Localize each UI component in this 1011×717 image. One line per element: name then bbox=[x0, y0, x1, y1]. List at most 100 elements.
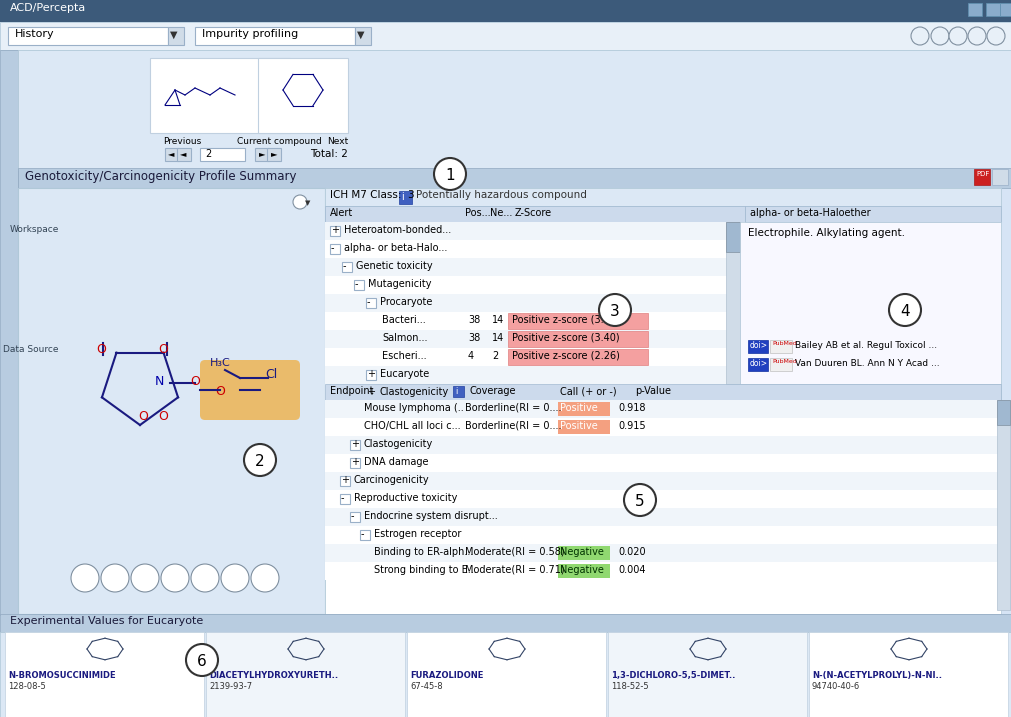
Text: 1,3-DICHLORO-5,5-DIMET..: 1,3-DICHLORO-5,5-DIMET.. bbox=[611, 671, 735, 680]
Bar bbox=[0, 632, 1011, 717]
Text: ICH M7 Class:  3: ICH M7 Class: 3 bbox=[330, 190, 415, 200]
Text: 2139-93-7: 2139-93-7 bbox=[209, 682, 252, 691]
Bar bbox=[325, 276, 745, 294]
Bar bbox=[366, 298, 376, 308]
Bar bbox=[608, 632, 807, 717]
Bar bbox=[350, 512, 360, 522]
Text: 0.004: 0.004 bbox=[618, 565, 645, 575]
Text: Estrogen receptor: Estrogen receptor bbox=[374, 529, 461, 539]
Bar bbox=[355, 27, 371, 45]
FancyBboxPatch shape bbox=[200, 360, 300, 420]
Text: 4: 4 bbox=[900, 303, 910, 318]
Text: Pos...: Pos... bbox=[465, 208, 490, 218]
Bar bbox=[453, 386, 464, 397]
Text: ▼: ▼ bbox=[357, 30, 365, 40]
Text: N-BROMOSUCCINIMIDE: N-BROMOSUCCINIMIDE bbox=[8, 671, 115, 680]
Text: Clastogenicity: Clastogenicity bbox=[364, 439, 434, 449]
Bar bbox=[558, 420, 610, 434]
Text: Clastogenicity: Clastogenicity bbox=[380, 387, 449, 397]
Text: Electrophile. Alkylating agent.: Electrophile. Alkylating agent. bbox=[748, 228, 905, 238]
Text: Experimental Values for Eucaryote: Experimental Values for Eucaryote bbox=[10, 616, 203, 626]
Bar bbox=[206, 632, 405, 717]
Text: Current compound: Current compound bbox=[237, 137, 321, 146]
Circle shape bbox=[221, 564, 249, 592]
Text: +: + bbox=[351, 439, 359, 449]
Bar bbox=[350, 458, 360, 468]
Circle shape bbox=[161, 564, 189, 592]
Bar bbox=[325, 330, 745, 348]
Text: ►: ► bbox=[259, 149, 266, 158]
Text: 38: 38 bbox=[468, 333, 480, 343]
Bar bbox=[508, 349, 648, 365]
Bar bbox=[726, 222, 740, 252]
Circle shape bbox=[987, 27, 1005, 45]
Text: H₃C: H₃C bbox=[210, 358, 231, 368]
Bar bbox=[770, 358, 792, 371]
Bar bbox=[325, 526, 1001, 544]
Bar bbox=[997, 400, 1010, 425]
Bar bbox=[748, 340, 768, 353]
Text: CHO/CHL all loci c...: CHO/CHL all loci c... bbox=[364, 421, 464, 431]
Text: Carcinogenicity: Carcinogenicity bbox=[354, 475, 430, 485]
Bar bbox=[740, 222, 1001, 384]
Text: 2: 2 bbox=[492, 351, 498, 361]
Bar bbox=[508, 331, 648, 347]
Bar bbox=[325, 384, 1001, 400]
Text: -: - bbox=[331, 243, 335, 253]
Bar bbox=[195, 27, 355, 45]
Circle shape bbox=[968, 27, 986, 45]
Bar bbox=[0, 614, 1011, 632]
Text: Mouse lymphoma (..: Mouse lymphoma (.. bbox=[364, 403, 470, 413]
Bar bbox=[354, 280, 364, 290]
Bar bbox=[255, 148, 269, 161]
Text: N-(N-ACETYLPROLYL)-N-NI..: N-(N-ACETYLPROLYL)-N-NI.. bbox=[812, 671, 942, 680]
Text: ACD/Percepta: ACD/Percepta bbox=[10, 3, 86, 13]
Circle shape bbox=[624, 484, 656, 516]
Bar bbox=[986, 3, 1000, 16]
Bar bbox=[992, 169, 1008, 185]
Bar bbox=[748, 358, 768, 371]
Text: Borderline(RI = 0....: Borderline(RI = 0.... bbox=[465, 421, 561, 431]
Bar bbox=[18, 188, 325, 614]
Bar bbox=[325, 222, 745, 240]
Circle shape bbox=[931, 27, 949, 45]
Text: -: - bbox=[351, 511, 355, 521]
Bar bbox=[177, 148, 191, 161]
Circle shape bbox=[101, 564, 129, 592]
Bar bbox=[407, 632, 606, 717]
Text: Positive z-score (3.40): Positive z-score (3.40) bbox=[512, 333, 620, 343]
Text: 5: 5 bbox=[635, 493, 645, 508]
Text: +: + bbox=[367, 387, 375, 397]
Text: -: - bbox=[367, 297, 370, 307]
Bar bbox=[366, 370, 376, 380]
Bar bbox=[399, 191, 412, 204]
Bar bbox=[150, 58, 290, 133]
Text: Negative: Negative bbox=[560, 565, 604, 575]
Bar bbox=[350, 440, 360, 450]
Text: Heteroatom-bonded...: Heteroatom-bonded... bbox=[344, 225, 451, 235]
Text: Next: Next bbox=[327, 137, 348, 146]
Text: alpha- or beta-Halo...: alpha- or beta-Halo... bbox=[344, 243, 448, 253]
Circle shape bbox=[186, 644, 218, 676]
Bar bbox=[340, 476, 350, 486]
Text: PubMed: PubMed bbox=[772, 341, 797, 346]
Bar bbox=[745, 206, 1001, 222]
Bar bbox=[342, 262, 352, 272]
Text: -: - bbox=[341, 493, 345, 503]
Text: DIACETYLHYDROXYURETH..: DIACETYLHYDROXYURETH.. bbox=[209, 671, 338, 680]
Text: 0.918: 0.918 bbox=[618, 403, 645, 413]
Bar bbox=[325, 188, 1001, 614]
Text: 67-45-8: 67-45-8 bbox=[410, 682, 443, 691]
Text: Previous: Previous bbox=[163, 137, 201, 146]
Text: 1: 1 bbox=[445, 168, 455, 183]
Bar bbox=[325, 472, 1001, 490]
Bar bbox=[5, 632, 204, 717]
Text: Bailey AB et al. Regul Toxicol ...: Bailey AB et al. Regul Toxicol ... bbox=[795, 341, 937, 350]
Text: Strong binding to E...: Strong binding to E... bbox=[374, 565, 477, 575]
Text: -: - bbox=[355, 279, 359, 289]
Text: Van Duuren BL. Ann N Y Acad ...: Van Duuren BL. Ann N Y Acad ... bbox=[795, 359, 939, 368]
Text: 38: 38 bbox=[468, 315, 480, 325]
Circle shape bbox=[911, 27, 929, 45]
Text: Positive: Positive bbox=[560, 403, 598, 413]
Bar bbox=[770, 340, 792, 353]
